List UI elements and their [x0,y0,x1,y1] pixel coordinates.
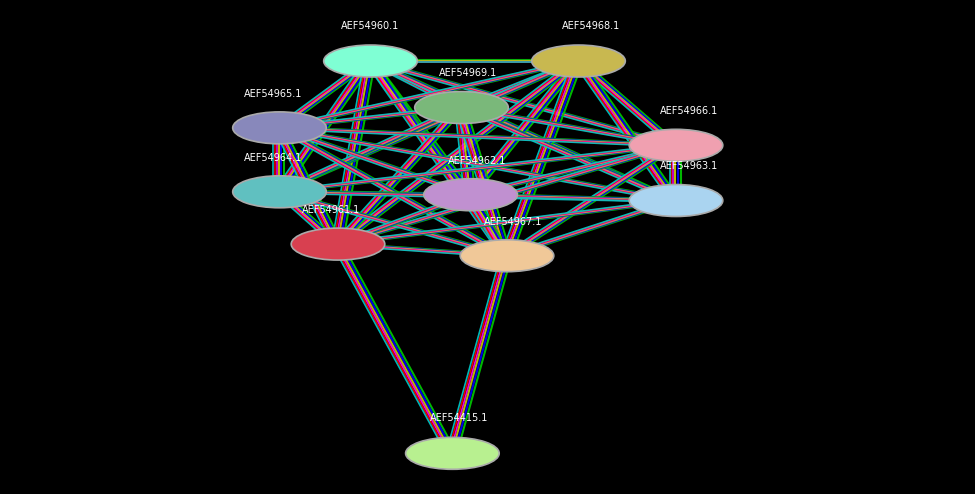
Text: AEF54968.1: AEF54968.1 [563,21,621,31]
Text: AEF54962.1: AEF54962.1 [448,156,506,165]
Ellipse shape [324,45,417,77]
Ellipse shape [424,179,518,210]
Text: AEF54961.1: AEF54961.1 [302,205,361,215]
Ellipse shape [292,228,385,260]
Ellipse shape [531,45,625,77]
Text: AEF54415.1: AEF54415.1 [430,413,488,423]
Ellipse shape [233,176,327,208]
Ellipse shape [233,112,327,144]
Text: AEF54969.1: AEF54969.1 [439,69,497,79]
Text: AEF54960.1: AEF54960.1 [341,21,400,31]
Text: AEF54964.1: AEF54964.1 [244,153,302,163]
Ellipse shape [414,91,508,124]
Ellipse shape [406,437,499,469]
Text: AEF54963.1: AEF54963.1 [660,162,719,171]
Text: AEF54967.1: AEF54967.1 [485,217,543,227]
Ellipse shape [629,185,722,216]
Ellipse shape [460,240,554,272]
Text: AEF54966.1: AEF54966.1 [660,106,719,116]
Text: AEF54965.1: AEF54965.1 [244,89,302,99]
Ellipse shape [629,129,722,161]
